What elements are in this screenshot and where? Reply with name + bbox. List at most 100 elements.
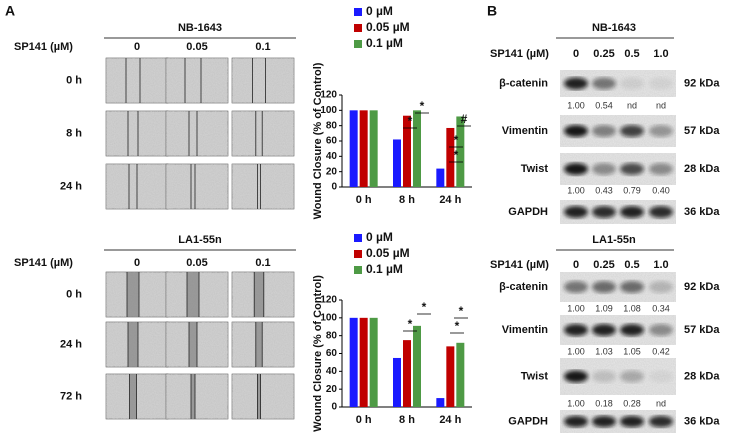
x-tick-label: 8 h — [399, 194, 415, 206]
significance: * — [455, 319, 460, 333]
y-tick-label: 0 — [331, 182, 337, 193]
time-label: 0 h — [66, 288, 82, 300]
micrograph-texture — [232, 58, 294, 103]
micrograph-texture — [106, 111, 168, 156]
micrograph-texture — [106, 374, 168, 419]
band — [620, 206, 644, 218]
y-tick-label: 20 — [326, 384, 338, 395]
legend-label: 0.1 µM — [366, 36, 403, 50]
band — [592, 206, 616, 218]
y-tick-label: 120 — [320, 90, 337, 101]
micrograph-texture — [166, 58, 228, 103]
band — [564, 77, 588, 90]
quantification: 0.54 — [595, 100, 613, 110]
scratch — [187, 272, 199, 317]
legend-label: 0.1 µM — [366, 262, 403, 276]
group-title: LA1-55n — [178, 234, 222, 246]
dose: 0.25 — [593, 48, 614, 60]
y-tick-label: 60 — [326, 348, 338, 359]
significance: * — [454, 133, 459, 147]
quantification: 1.05 — [623, 346, 641, 356]
blot-size: 92 kDa — [684, 77, 720, 89]
legend-label: 0.05 µM — [366, 246, 410, 260]
band — [620, 125, 644, 137]
y-tick-label: 40 — [326, 366, 338, 377]
quantification: 0.43 — [595, 185, 613, 195]
scratch — [128, 322, 138, 367]
dose: 0 — [134, 257, 140, 269]
scratch — [189, 322, 197, 367]
band — [564, 281, 588, 293]
panel-label: A — [5, 3, 15, 19]
y-tick-label: 100 — [320, 105, 337, 116]
scratch — [257, 374, 261, 419]
dose: 1.0 — [653, 48, 668, 60]
scratch — [191, 374, 195, 419]
band — [592, 415, 616, 428]
time-label: 8 h — [66, 127, 82, 139]
bar — [413, 110, 421, 187]
dose-label: SP141 (µM) — [14, 257, 73, 269]
significance: * — [459, 304, 464, 318]
bar — [359, 317, 368, 407]
legend-label: 0 µM — [366, 4, 393, 18]
scratch — [129, 374, 137, 419]
quantification: 1.09 — [595, 303, 613, 313]
y-axis-label: Wound Closure (% of Control) — [312, 62, 324, 219]
band — [620, 163, 644, 175]
legend-swatch — [354, 234, 362, 242]
x-tick-label: 24 h — [439, 194, 461, 206]
band — [649, 324, 673, 336]
bar — [446, 127, 455, 187]
band — [592, 370, 616, 383]
dose: 0.1 — [255, 257, 270, 269]
dose-label: SP141 (µM) — [490, 259, 549, 271]
quantification: 1.00 — [567, 185, 585, 195]
blot-name: Vimentin — [502, 324, 549, 336]
band — [592, 77, 616, 90]
group-title: NB-1643 — [592, 22, 636, 34]
dose: 0.5 — [624, 259, 639, 271]
dose: 0 — [573, 48, 579, 60]
micrograph-texture — [232, 164, 294, 209]
bar — [456, 116, 465, 187]
quantification: nd — [656, 100, 666, 110]
dose: 0.5 — [624, 48, 639, 60]
significance: * — [408, 317, 413, 331]
quantification: 1.08 — [623, 303, 641, 313]
micrograph-texture — [166, 374, 228, 419]
bar — [369, 317, 378, 407]
dose-label: SP141 (µM) — [490, 48, 549, 60]
legend-label: 0 µM — [366, 230, 393, 244]
significance: * — [420, 99, 425, 113]
dose: 0.1 — [255, 41, 270, 53]
band — [620, 281, 644, 293]
significance: * — [408, 114, 413, 128]
y-tick-label: 120 — [320, 295, 337, 306]
quantification: 1.03 — [595, 346, 613, 356]
blot-size: 57 kDa — [684, 324, 720, 336]
blot-size: 92 kDa — [684, 281, 720, 293]
significance: * — [454, 148, 459, 162]
micrograph-texture — [166, 164, 228, 209]
y-tick-label: 0 — [331, 402, 337, 413]
y-tick-label: 80 — [326, 120, 338, 131]
blot-name: Twist — [521, 163, 549, 175]
bar — [403, 340, 411, 407]
band — [564, 206, 588, 218]
bar — [349, 110, 358, 187]
band — [592, 125, 616, 137]
y-tick-label: 40 — [326, 151, 338, 162]
blot-name: β-catenin — [499, 77, 548, 89]
band — [649, 370, 673, 383]
band — [564, 370, 588, 383]
bar — [436, 398, 445, 407]
panel-label: B — [487, 3, 497, 19]
x-tick-label: 8 h — [399, 414, 415, 426]
quantification: 1.00 — [567, 398, 585, 408]
dose: 0 — [134, 41, 140, 53]
quantification: 0.79 — [623, 185, 641, 195]
band — [649, 281, 673, 293]
time-label: 72 h — [60, 390, 82, 402]
blot-size: 28 kDa — [684, 370, 720, 382]
